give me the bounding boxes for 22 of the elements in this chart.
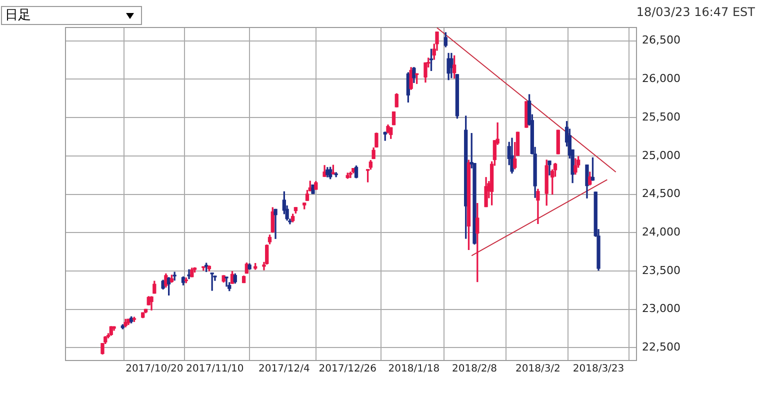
dropdown: 日足 xyxy=(1,6,142,25)
y-tick-label: 22,500 xyxy=(642,340,680,354)
y-tick-label: 23,000 xyxy=(642,302,680,316)
y-tick-label: 25,500 xyxy=(642,110,680,124)
y-tick-label: 26,500 xyxy=(642,34,680,47)
x-tick-label: 2018/3/23 xyxy=(572,364,624,375)
candlestick xyxy=(274,208,278,239)
y-tick-label: 24,000 xyxy=(642,225,680,238)
x-tick-label: 2018/3/2 xyxy=(515,364,560,375)
x-tick-label: 2018/1/18 xyxy=(388,364,440,375)
candlestick xyxy=(210,272,214,291)
x-tick-label: 2018/2/8 xyxy=(452,364,497,375)
x-tick-label: 2017/10/20 xyxy=(126,364,184,375)
candlestick xyxy=(224,276,228,287)
y-tick-label: 23,500 xyxy=(642,264,680,277)
y-tick-label: 25,000 xyxy=(642,148,680,162)
text: 18/03/23 16:47 EST xyxy=(636,5,755,19)
y-tick-label: 26,000 xyxy=(642,72,680,86)
x-tick-label: 2017/12/4 xyxy=(258,364,310,375)
x-tick-label: 2017/11/10 xyxy=(186,364,244,375)
x-tick-label: 2017/12/26 xyxy=(318,364,376,375)
y-tick-label: 24,500 xyxy=(642,187,680,200)
